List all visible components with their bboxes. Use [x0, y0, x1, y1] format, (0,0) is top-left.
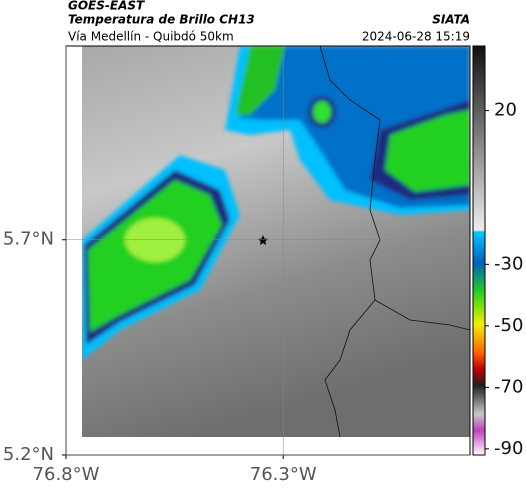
y-tick-label: 5.2°N [3, 444, 54, 465]
x-tick-label: 76.8°W [33, 464, 100, 485]
colorbar-tick-label: 20 [494, 100, 517, 121]
colorbar [472, 45, 486, 456]
colorbar-tick-label: -30 [494, 253, 523, 274]
area: Vía Medellín - Quibdó 50km [68, 30, 234, 44]
source: SIATA [432, 13, 470, 27]
subtitle: Temperatura de Brillo CH13 [68, 13, 255, 27]
title: GOES-EAST [68, 0, 145, 13]
y-tick-label: 5.7°N [3, 229, 54, 250]
colorbar-tick-label: -50 [494, 315, 523, 336]
satellite-image [82, 46, 470, 437]
location-star [258, 235, 268, 245]
x-tick-label: 76.3°W [250, 464, 317, 485]
colorbar-tick-label: -90 [494, 438, 523, 459]
timestamp: 2024-06-28 15:19 [362, 30, 470, 44]
colorbar-tick-label: -70 [494, 376, 523, 397]
